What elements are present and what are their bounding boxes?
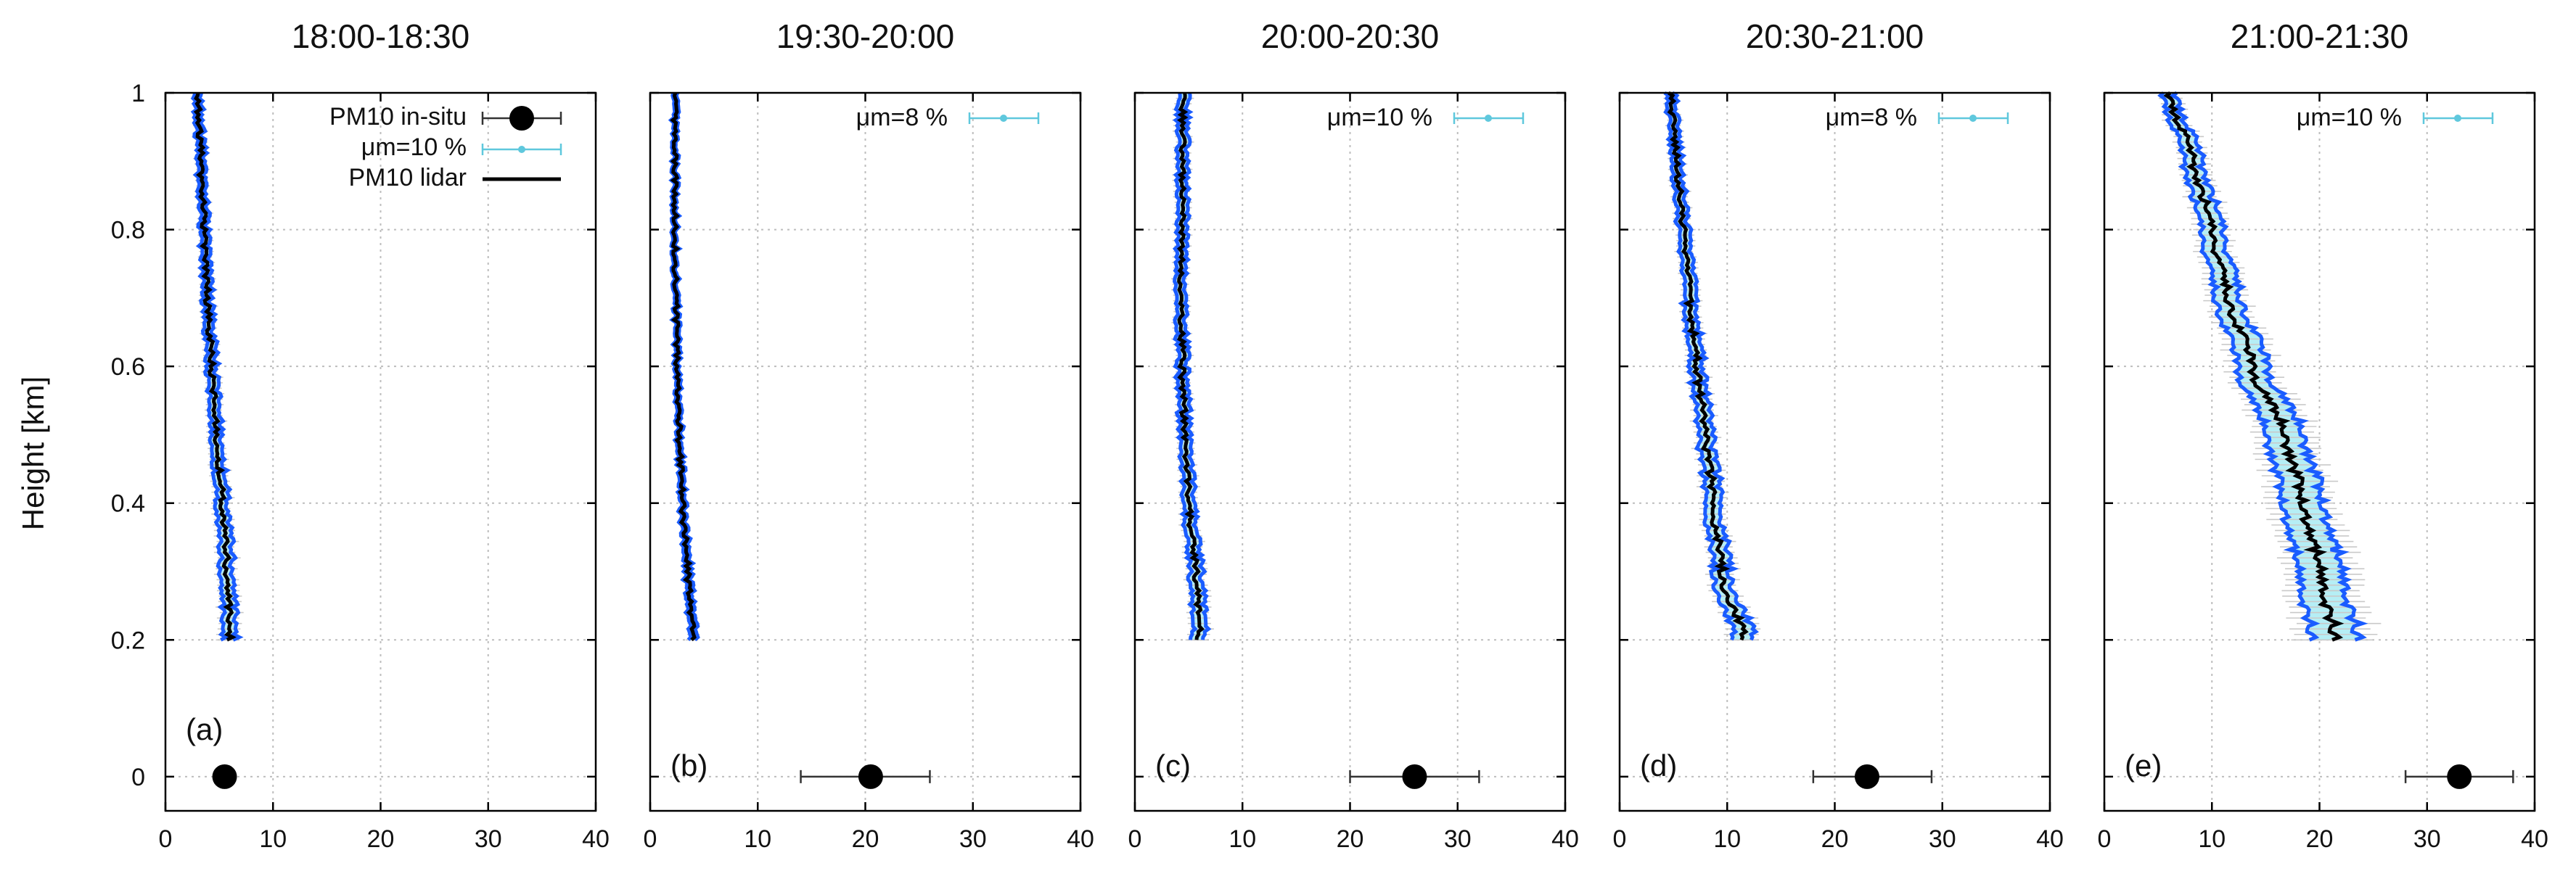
panel-e: 0 10 20 30 40 21:00-21:30 (e) μm=10 % (2098, 17, 2548, 853)
x-tick-label: 40 (2036, 825, 2064, 853)
panel-title: 20:30-21:00 (1746, 17, 1924, 55)
legend-lidar-label: PM10 lidar (348, 164, 467, 191)
insitu-point (212, 764, 237, 789)
x-tick-label: 10 (744, 825, 771, 853)
x-tick-label: 0 (159, 825, 173, 853)
x-tick-label: 10 (259, 825, 287, 853)
x-tick-label: 10 (1713, 825, 1741, 853)
panel-c: 0 10 20 30 40 20:00-20:30 (c) μm=10 % (1128, 17, 1579, 853)
mu-marker (1000, 115, 1007, 122)
panel-title: 21:00-21:30 (2231, 17, 2409, 55)
lidar-upper-bound (1181, 92, 1212, 640)
mu-label: μm=10 % (1327, 104, 1432, 131)
lidar-upper-bound (196, 92, 244, 642)
mu-label: μm=8 % (1826, 104, 1917, 131)
x-tick-label: 0 (644, 825, 657, 853)
panel-label: (d) (1640, 748, 1677, 783)
panels: 0 10 20 30 40 0 0.2 0.4 0.6 0.8 1 18:00-18:30 (a) PM1… (111, 17, 2548, 853)
y-tick-label: 0.6 (111, 353, 145, 381)
y-tick-label: 0.8 (111, 217, 145, 244)
mu-marker (1485, 115, 1492, 122)
insitu-point (1402, 764, 1427, 789)
panel-title: 18:00-18:30 (292, 17, 470, 55)
x-tick-label: 0 (1613, 825, 1627, 853)
mu-marker (1969, 115, 1977, 122)
lidar-lower-bound (1663, 91, 1739, 641)
x-tick-label: 30 (475, 825, 502, 853)
x-tick-label: 40 (1551, 825, 1579, 853)
lidar-profile-line (1667, 91, 1749, 641)
panel-label: (c) (1155, 748, 1191, 783)
panel-title: 19:30-20:00 (776, 17, 955, 55)
x-tick-label: 20 (1337, 825, 1364, 853)
y-tick-label: 0 (131, 764, 145, 791)
x-tick-label: 30 (1444, 825, 1472, 853)
x-tick-label: 20 (2306, 825, 2334, 853)
lidar-upper-bound (1670, 91, 1759, 641)
x-tick-label: 0 (1128, 825, 1142, 853)
panel-d: 0 10 20 30 40 20:30-21:00 (d) μm=8 % (1613, 17, 2064, 853)
lidar-upper-bound (2169, 91, 2368, 642)
x-tick-label: 20 (367, 825, 395, 853)
panel-label: (a) (186, 712, 223, 746)
x-tick-label: 10 (2198, 825, 2226, 853)
y-tick-label: 0.4 (111, 490, 145, 518)
panel-a: 0 10 20 30 40 0 0.2 0.4 0.6 0.8 1 18:00-18:30 (a) PM1… (111, 17, 610, 853)
lidar-profile-line (2163, 91, 2345, 642)
lidar-lower-bound (1172, 92, 1198, 640)
lidar-upper-bound (671, 92, 700, 642)
legend-insitu-marker (509, 106, 534, 131)
lidar-lower-bound (190, 92, 230, 642)
legend-insitu-label: PM10 in-situ (329, 103, 467, 131)
x-tick-label: 30 (1929, 825, 1956, 853)
panel-b: 0 10 20 30 40 19:30-20:00 (b) μm=8 % (644, 17, 1094, 853)
panel-title: 20:00-20:30 (1261, 17, 1440, 55)
insitu-point (858, 764, 883, 789)
y-tick-label: 1 (131, 80, 145, 107)
x-tick-label: 40 (2521, 825, 2548, 853)
x-tick-label: 10 (1228, 825, 1256, 853)
lidar-profile-line (1176, 92, 1205, 640)
legend-mu-marker (518, 146, 525, 153)
panel-label: (b) (670, 748, 707, 783)
panel-label: (e) (2125, 748, 2162, 783)
legend-mu-label: μm=10 % (361, 133, 467, 161)
insitu-point (2447, 764, 2472, 789)
x-tick-label: 30 (959, 825, 987, 853)
x-tick-label: 40 (582, 825, 610, 853)
x-tick-label: 20 (852, 825, 879, 853)
y-tick-label: 0.2 (111, 627, 145, 654)
y-axis-label: Height [km] (16, 376, 50, 530)
lidar-profile-line (193, 92, 237, 642)
lidar-lower-bound (2157, 91, 2321, 642)
mu-label: μm=10 % (2297, 104, 2402, 131)
lidar-profile-line (670, 92, 697, 642)
insitu-point (1854, 764, 1879, 789)
x-tick-label: 30 (2413, 825, 2441, 853)
mu-marker (2454, 115, 2461, 122)
mu-label: μm=8 % (856, 104, 948, 131)
x-tick-label: 20 (1821, 825, 1849, 853)
x-tick-label: 0 (2098, 825, 2112, 853)
x-tick-label: 40 (1067, 825, 1094, 853)
